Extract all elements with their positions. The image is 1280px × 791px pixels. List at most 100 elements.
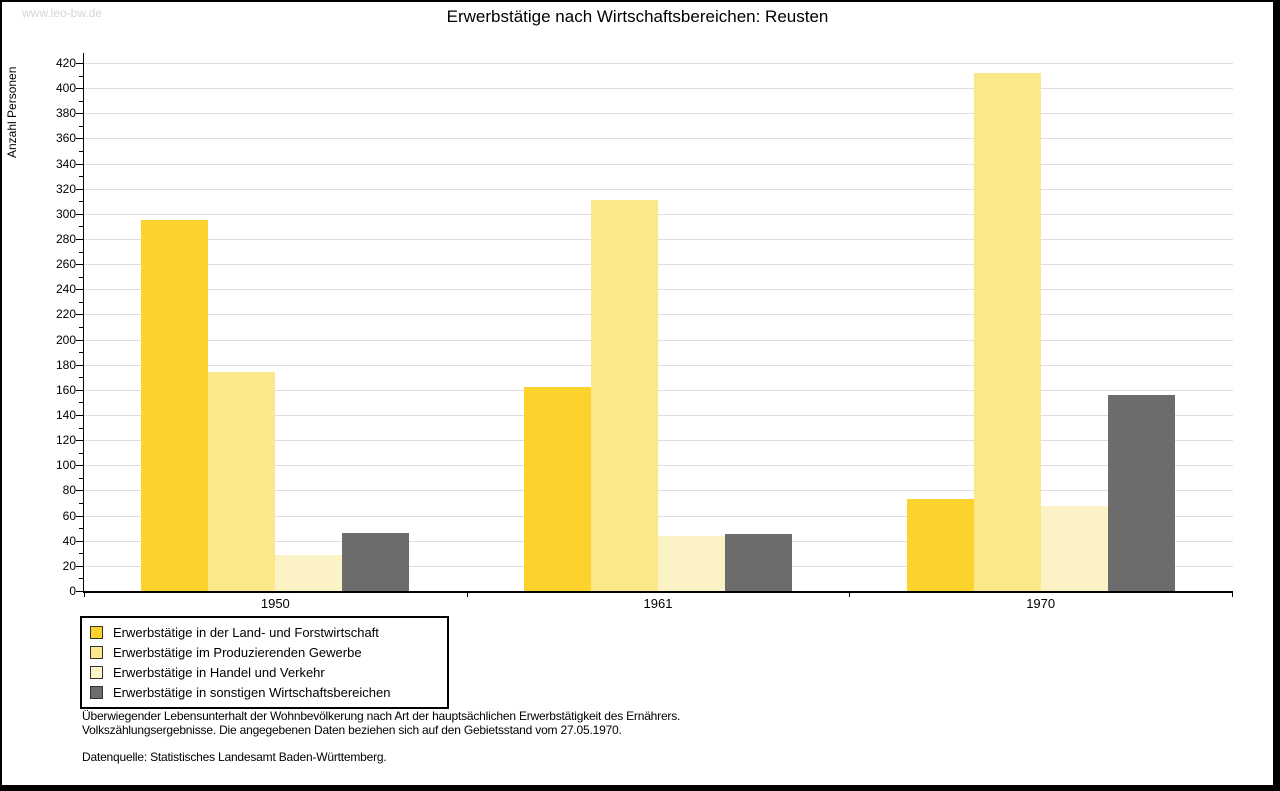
y-axis-tick-label: 140	[55, 408, 76, 422]
y-axis-tick-label: 380	[55, 106, 76, 121]
y-axis-minor-tick	[79, 75, 84, 77]
y-axis-minor-tick	[79, 226, 84, 228]
bar-1970-series3	[1040, 505, 1108, 591]
gridline	[84, 163, 1233, 165]
x-axis-boundary-tick	[84, 591, 85, 597]
legend-box: Erwerbstätige in der Land- und Forstwirt…	[80, 616, 449, 709]
legend-item: Erwerbstätige in der Land- und Forstwirt…	[90, 622, 439, 642]
bar-1961-series2	[591, 200, 658, 591]
plot-area: 0 20 40 60 80 100 120 140 160 180 200 220 240 260 280 3…	[56, 53, 1233, 611]
y-axis-major-tick	[76, 88, 84, 90]
y-axis-tick-label: 360	[55, 131, 76, 146]
bar-1950-series3	[275, 554, 343, 591]
y-axis-major-tick	[76, 113, 84, 115]
gridline	[84, 188, 1233, 190]
y-axis-minor-tick	[79, 503, 84, 504]
y-axis-major-tick	[76, 389, 84, 391]
y-axis-major-tick	[76, 540, 84, 542]
y-axis-tick-label: 400	[55, 81, 76, 96]
y-axis-tick-label: 200	[55, 332, 76, 347]
x-axis-boundary-tick	[1232, 591, 1233, 597]
gridline	[84, 88, 1233, 90]
y-axis-tick-label: 0	[69, 584, 76, 598]
y-axis-title: Anzahl Personen	[5, 66, 19, 158]
y-axis-major-tick	[76, 465, 84, 467]
gridline	[84, 389, 1233, 391]
legend-swatch-produzierendes-gewerbe	[90, 645, 103, 659]
gridline	[84, 138, 1233, 140]
legend-label: Erwerbstätige in sonstigen Wirtschaftsbe…	[113, 684, 391, 700]
y-axis-minor-tick	[79, 528, 84, 530]
gridline	[84, 364, 1233, 366]
y-axis-major-tick	[76, 515, 84, 517]
gridline	[84, 440, 1233, 442]
y-axis-minor-tick	[79, 377, 84, 379]
site-watermark: www.leo-bw.de	[22, 6, 103, 20]
gridline	[84, 289, 1233, 291]
y-axis-minor-tick	[79, 276, 84, 278]
y-axis-tick-label: 180	[55, 357, 76, 372]
x-axis-boundary-tick	[849, 591, 851, 597]
bar-1950-series2	[208, 372, 276, 591]
gridline	[84, 339, 1233, 341]
y-axis-tick-label: 280	[55, 232, 76, 246]
bar-1950-series4	[342, 533, 410, 591]
x-axis-category-label: 1961	[643, 596, 673, 611]
y-axis-major-tick	[76, 138, 84, 140]
legend-label: Erwerbstätige in der Land- und Forstwirt…	[113, 624, 379, 640]
gridline	[84, 113, 1233, 115]
y-axis-major-tick	[76, 339, 84, 341]
y-axis-major-tick	[76, 213, 84, 215]
bar-1970-series1	[906, 499, 974, 591]
bar-1961-series3	[658, 535, 725, 591]
gridline	[84, 515, 1233, 517]
y-axis-minor-tick	[79, 477, 84, 479]
y-axis-minor-tick	[79, 327, 84, 328]
y-axis-major-tick	[76, 188, 84, 190]
gridline	[84, 314, 1233, 316]
x-axis-category-label: 1950	[260, 596, 290, 611]
legend-item: Erwerbstätige im Produzierenden Gewerbe	[90, 642, 439, 662]
gridline	[84, 239, 1233, 240]
footnotes: Überwiegender Lebensunterhalt der Wohnbe…	[82, 709, 681, 765]
y-axis-tick-label: 420	[55, 56, 76, 70]
y-axis-tick-label: 120	[55, 433, 76, 448]
y-axis-minor-tick	[79, 125, 84, 127]
y-axis-major-tick	[76, 364, 84, 366]
y-axis-minor-tick	[79, 402, 84, 404]
y-axis-tick-label: 40	[62, 533, 76, 548]
bar-1970-series4	[1107, 394, 1175, 591]
y-axis-minor-tick	[79, 100, 84, 102]
y-axis-tick-label: 220	[55, 307, 76, 322]
y-axis-minor-tick	[79, 251, 84, 253]
y-axis-minor-tick	[79, 452, 84, 454]
footnote-line-1: Überwiegender Lebensunterhalt der Wohnbe…	[82, 709, 681, 723]
y-axis-tick-label: 100	[55, 458, 76, 473]
gridline	[84, 264, 1233, 266]
bar-1950-series1	[141, 220, 209, 591]
legend-swatch-handel-verkehr	[90, 665, 103, 679]
y-axis-major-tick	[76, 565, 84, 567]
y-axis-minor-tick	[79, 301, 84, 303]
y-axis-minor-tick	[79, 352, 84, 354]
legend-label: Erwerbstätige im Produzierenden Gewerbe	[113, 644, 362, 660]
gridline	[84, 465, 1233, 467]
y-axis-tick-label: 160	[55, 382, 76, 397]
gridline	[84, 490, 1233, 492]
bar-1961-series1	[524, 387, 591, 591]
y-axis-tick-label: 260	[55, 257, 76, 272]
legend-swatch-land-forstwirtschaft	[90, 625, 103, 639]
y-axis-minor-tick	[79, 578, 84, 580]
y-axis-minor-tick	[79, 553, 84, 555]
y-axis-minor-tick	[79, 201, 84, 203]
gridline	[84, 213, 1233, 215]
y-axis-minor-tick	[79, 176, 84, 178]
y-axis-tick-label: 300	[55, 206, 76, 221]
y-axis-major-tick	[76, 163, 84, 165]
y-axis-major-tick	[76, 591, 84, 592]
y-axis-major-tick	[76, 63, 84, 64]
x-axis-category-label: 1970	[1026, 596, 1056, 611]
footnote-source: Datenquelle: Statistisches Landesamt Bad…	[82, 750, 387, 764]
bar-1961-series4	[725, 534, 792, 591]
